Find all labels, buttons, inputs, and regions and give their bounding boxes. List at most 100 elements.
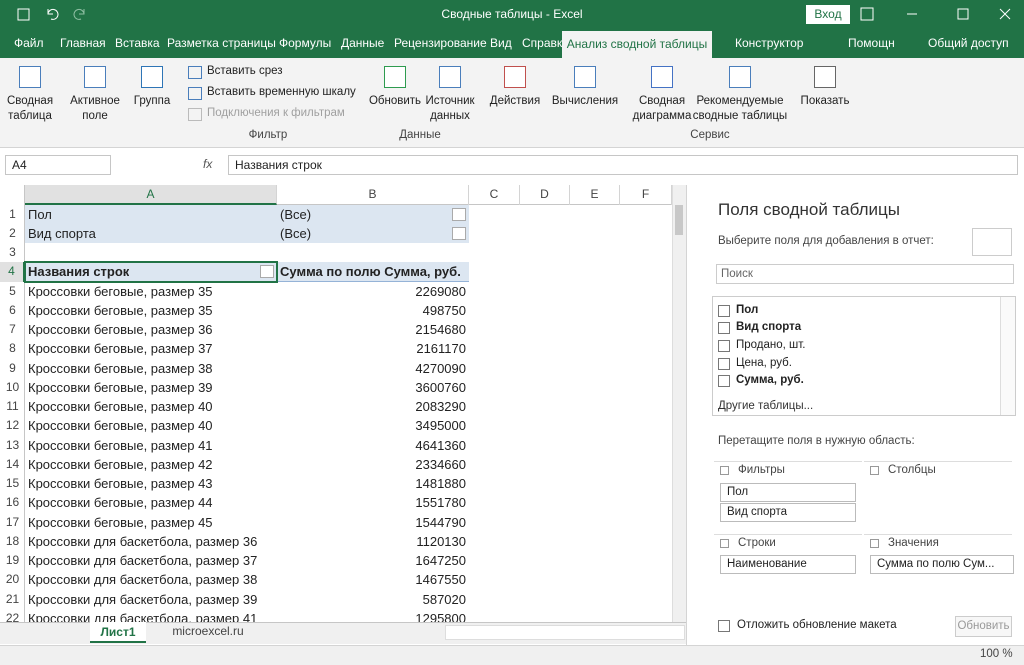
field-list: [712, 296, 1016, 416]
ribbon-tab[interactable]: Главная: [60, 36, 106, 50]
pane-title: Поля сводной таблицы: [718, 200, 900, 219]
ribbon-tab[interactable]: Конструктор: [735, 36, 804, 50]
cell: (Все): [280, 225, 312, 241]
scroll-thumb: [675, 205, 683, 235]
cell: 498750: [422, 302, 466, 318]
column-header: D: [520, 185, 570, 205]
cell: Вид спорта: [28, 225, 96, 241]
row-header: 22: [5, 610, 20, 622]
ribbon-tab[interactable]: Анализ сводной таблицы: [562, 31, 712, 58]
sheet-tab[interactable]: microexcel.ru: [172, 624, 244, 638]
ribbon-tab[interactable]: Данные: [341, 36, 385, 50]
field-label[interactable]: Сумма, руб.: [736, 374, 804, 386]
ribbon-small-button[interactable]: Вставить временную шкалу: [207, 86, 356, 98]
ribbon-icon: [729, 66, 751, 88]
ribbon-icon: [188, 108, 202, 121]
field-label[interactable]: Пол: [736, 304, 759, 316]
defer-checkbox[interactable]: [718, 620, 730, 632]
formula-input[interactable]: Названия строк: [228, 155, 1018, 175]
filter-dropdown[interactable]: [452, 207, 466, 221]
ribbon-button[interactable]: Действия: [489, 95, 541, 107]
ribbon-button[interactable]: Активное поле: [70, 95, 120, 122]
area-item[interactable]: Сумма по полю Сум...: [870, 555, 1014, 574]
cell: 1551780: [415, 495, 466, 511]
area-item[interactable]: Пол: [720, 483, 856, 502]
window-title: Сводные таблицы - Excel: [441, 7, 583, 21]
row-header: 21: [5, 591, 20, 606]
ribbon-button[interactable]: Вычисления: [551, 95, 619, 107]
sheet-tab[interactable]: Лист1: [90, 622, 146, 643]
cell: Кроссовки беговые, размер 41: [28, 437, 213, 453]
ribbon-button[interactable]: Источник данных: [425, 95, 475, 122]
settings-button[interactable]: [972, 228, 1012, 256]
row-header: 18: [5, 533, 20, 548]
area-item[interactable]: Вид спорта: [720, 503, 856, 522]
ribbon-button[interactable]: Показать: [800, 95, 850, 107]
row-header: 6: [9, 302, 16, 317]
cell: Кроссовки беговые, размер 39: [28, 379, 213, 395]
row-header: 11: [6, 399, 19, 413]
update-button[interactable]: Обновить: [955, 616, 1012, 637]
ribbon-icon: [141, 66, 163, 88]
filter-dropdown[interactable]: [452, 226, 466, 240]
ribbon-button[interactable]: Обновить: [368, 95, 422, 107]
area-item[interactable]: Наименование: [720, 555, 856, 574]
ribbon-small-button[interactable]: Подключения к фильтрам: [207, 107, 345, 119]
field-checkbox[interactable]: [718, 375, 730, 387]
area-box: [864, 461, 1012, 529]
login-button[interactable]: Вход: [806, 5, 850, 24]
ribbon-icon: [439, 66, 461, 88]
ribbon-tab[interactable]: Разметка страницы: [167, 36, 276, 50]
row-header: 13: [5, 437, 20, 452]
field-checkbox[interactable]: [718, 340, 730, 352]
row-header: 4: [0, 262, 25, 282]
cell: Кроссовки беговые, размер 40: [28, 418, 213, 434]
cell: 1120130: [416, 533, 466, 549]
cell: 1467550: [415, 572, 466, 588]
ribbon-button[interactable]: Сводная таблица: [6, 95, 54, 122]
cell: Кроссовки беговые, размер 40: [28, 399, 213, 414]
cell: Кроссовки для баскетбола, размер 41: [28, 610, 258, 622]
pane-subtitle: Выберите поля для добавления в отчет:: [718, 235, 934, 247]
ribbon-tab[interactable]: Общий доступ: [928, 36, 1009, 50]
ribbon-button[interactable]: Группа: [133, 95, 171, 107]
ribbon-group-label: Сервис: [690, 129, 730, 141]
row-header: 16: [5, 495, 20, 510]
name-box[interactable]: A4: [5, 155, 111, 175]
ribbon-icon: [651, 66, 673, 88]
field-checkbox[interactable]: [718, 322, 730, 334]
cell: Кроссовки для баскетбола, размер 39: [28, 591, 258, 607]
search-box[interactable]: Поиск: [716, 264, 1014, 284]
area-label: Фильтры: [738, 464, 785, 476]
ribbon-small-button[interactable]: Вставить срез: [207, 65, 283, 77]
tab-bar: [0, 30, 1024, 58]
pivot-header-fill: [25, 223, 469, 243]
row-header: 9: [9, 360, 16, 375]
ribbon-tab[interactable]: Формулы: [279, 36, 332, 50]
ribbon-button[interactable]: Рекомендуемые сводные таблицы: [692, 95, 788, 122]
field-label[interactable]: Цена, руб.: [736, 357, 792, 369]
ribbon-tab[interactable]: Файл: [14, 36, 44, 50]
drag-hint: Перетащите поля в нужную область:: [718, 435, 915, 447]
column-header: B: [277, 185, 469, 205]
fx-label: fx: [203, 157, 213, 171]
ribbon-icon: [384, 66, 406, 88]
ribbon-group-label: Данные: [399, 129, 441, 141]
field-checkbox[interactable]: [718, 305, 730, 317]
cell: 2083290: [415, 399, 466, 414]
ribbon-button[interactable]: Сводная диаграмма: [632, 95, 692, 122]
field-checkbox[interactable]: [718, 358, 730, 370]
ribbon-tab[interactable]: Вид: [490, 36, 512, 50]
cell: 1481880: [415, 476, 466, 491]
ribbon-icon: [188, 66, 202, 79]
ribbon-tab[interactable]: Вставка: [115, 36, 160, 50]
more-tables-link[interactable]: Другие таблицы...: [718, 400, 814, 412]
ribbon-tab[interactable]: Рецензирование: [394, 36, 487, 50]
filter-dropdown[interactable]: [260, 265, 274, 279]
row-header: 15: [5, 476, 20, 490]
row-header: 3: [9, 245, 16, 259]
ribbon-tab[interactable]: Справка: [522, 36, 570, 50]
field-label[interactable]: Продано, шт.: [736, 339, 806, 351]
field-label[interactable]: Вид спорта: [736, 321, 802, 333]
ribbon-tab[interactable]: Помощн: [848, 36, 895, 50]
